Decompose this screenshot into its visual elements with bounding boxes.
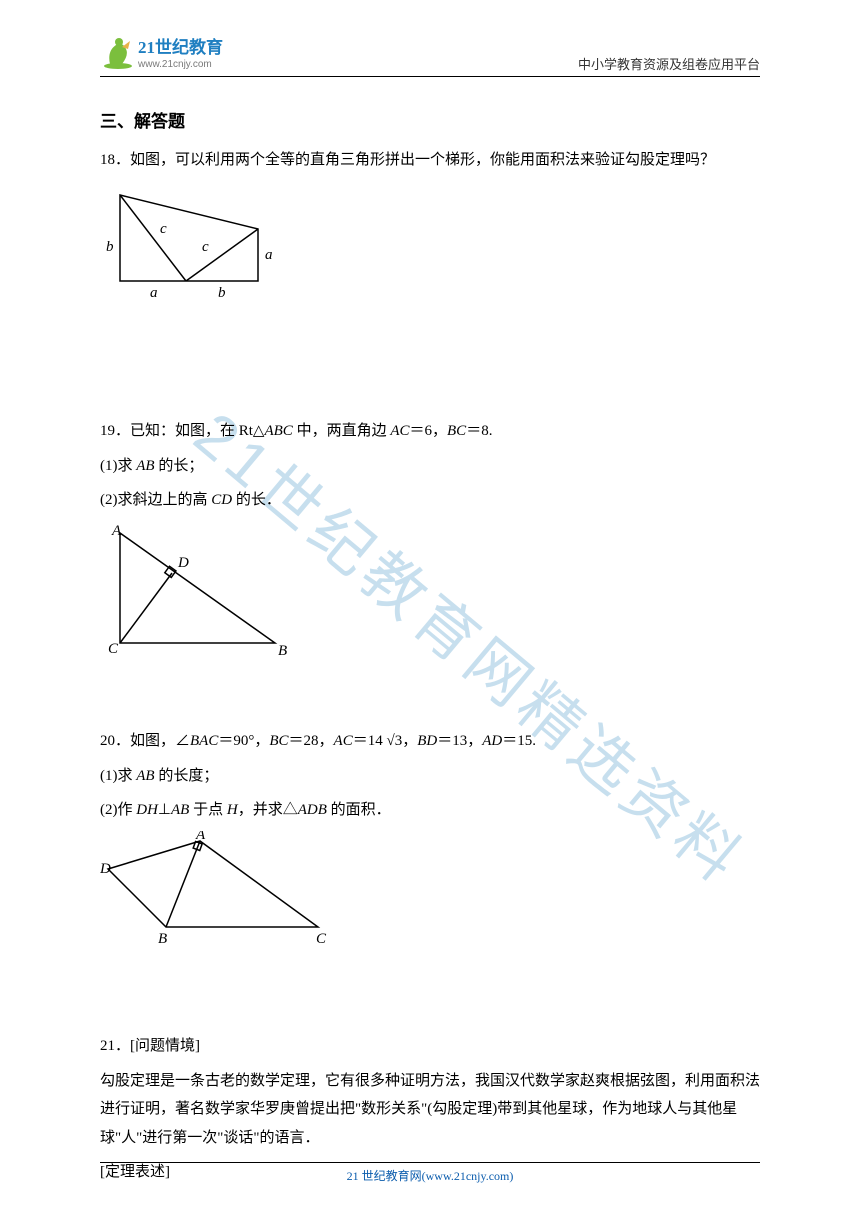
- svg-text:a: a: [150, 285, 158, 301]
- q20-figure: D A B C: [100, 831, 760, 957]
- section-title: 三、解答题: [100, 107, 760, 132]
- svg-text:a: a: [265, 247, 273, 263]
- question-19: 19．已知：如图，在 Rt△ABC 中，两直角边 AC＝6，BC＝8. (1)求…: [100, 417, 760, 671]
- q21-line2: 勾股定理是一条古老的数学定理，它有很多种证明方法，我国汉代数学家赵爽根据弦图，利…: [100, 1067, 760, 1153]
- q19-line2: (1)求 AB 的长；: [100, 452, 760, 481]
- svg-text:C: C: [316, 931, 327, 946]
- q20-line3: (2)作 DH⊥AB 于点 H，并求△ADB 的面积．: [100, 796, 760, 825]
- page-content: 21世纪教育 www.21cnjy.com 中小学教育资源及组卷应用平台 三、解…: [0, 0, 860, 1187]
- svg-text:b: b: [106, 239, 114, 255]
- svg-text:A: A: [195, 831, 206, 843]
- svg-text:B: B: [158, 931, 167, 946]
- q21-line1: 21．[问题情境]: [100, 1032, 760, 1061]
- svg-text:B: B: [278, 643, 287, 659]
- header-platform-label: 中小学教育资源及组卷应用平台: [578, 54, 760, 73]
- svg-text:C: C: [108, 641, 119, 657]
- svg-text:A: A: [111, 523, 122, 539]
- logo: 21世纪教育 www.21cnjy.com: [100, 35, 260, 73]
- svg-text:c: c: [202, 239, 209, 255]
- svg-text:D: D: [100, 861, 111, 877]
- page-header: 21世纪教育 www.21cnjy.com 中小学教育资源及组卷应用平台: [100, 35, 760, 77]
- q18-figure: b c c a a b: [100, 181, 760, 312]
- q19-figure: A D C B: [100, 521, 760, 672]
- q20-line1: 20．如图，∠BAC＝90°，BC＝28，AC＝14 √3，BD＝13，AD＝1…: [100, 727, 760, 756]
- logo-icon: 21世纪教育 www.21cnjy.com: [100, 35, 260, 73]
- q19-line3: (2)求斜边上的高 CD 的长．: [100, 486, 760, 515]
- svg-text:c: c: [160, 221, 167, 237]
- svg-text:b: b: [218, 285, 226, 301]
- svg-text:D: D: [177, 555, 189, 571]
- logo-main-text: 21世纪教育: [138, 37, 223, 57]
- question-18: 18．如图，可以利用两个全等的直角三角形拼出一个梯形，你能用面积法来验证勾股定理…: [100, 146, 760, 311]
- logo-sub-text: www.21cnjy.com: [137, 59, 212, 70]
- page-footer: 21 世纪教育网(www.21cnjy.com): [100, 1162, 760, 1184]
- q20-line2: (1)求 AB 的长度；: [100, 762, 760, 791]
- question-20: 20．如图，∠BAC＝90°，BC＝28，AC＝14 √3，BD＝13，AD＝1…: [100, 727, 760, 956]
- q19-line1: 19．已知：如图，在 Rt△ABC 中，两直角边 AC＝6，BC＝8.: [100, 417, 760, 446]
- q18-text: 18．如图，可以利用两个全等的直角三角形拼出一个梯形，你能用面积法来验证勾股定理…: [100, 146, 760, 175]
